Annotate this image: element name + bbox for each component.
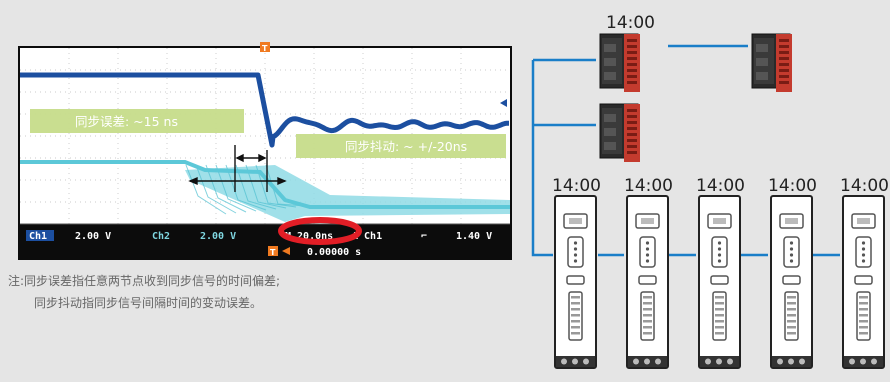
- network-topology: 14:00 14:00 14:00 14:00 14:00 14:00: [531, 13, 889, 369]
- servo-drives: 14:00 14:00 14:00 14:00 14:00: [552, 176, 889, 369]
- servo-drive: 14:00: [552, 176, 601, 369]
- ch1-scale: 2.00 V: [75, 231, 111, 242]
- ch2-trace: [20, 160, 510, 209]
- note-line-1: 注:同步误差指任意两节点收到同步信号的时间偏差;: [8, 274, 281, 288]
- sync-error-box: [30, 109, 244, 133]
- sync-jitter-box: [296, 134, 506, 158]
- controller-unit: [599, 103, 640, 162]
- drive-time-2: 14:00: [624, 176, 673, 196]
- servo-drive: 14:00: [624, 176, 673, 369]
- svg-text:T: T: [270, 248, 276, 257]
- trigger-offset-marker: T: [268, 246, 290, 257]
- trigger-level-marker: [500, 99, 507, 107]
- controller-time: 14:00: [606, 13, 655, 33]
- timebase-highlight-ring: [278, 217, 362, 245]
- svg-text:T: T: [262, 44, 268, 53]
- trigger-slope-icon: ⌐: [421, 231, 427, 242]
- servo-drive: 14:00: [840, 176, 889, 369]
- drive-time-4: 14:00: [768, 176, 817, 196]
- ch2-label: Ch2: [152, 231, 170, 242]
- servo-drive: 14:00: [768, 176, 817, 369]
- trigger-offset: 0.00000 s: [307, 247, 361, 258]
- network-links: [531, 44, 840, 257]
- controller-unit: [751, 33, 792, 92]
- servo-drive: 14:00: [696, 176, 745, 369]
- sync-jitter-label: 同步抖动: ~ +/-20ns: [345, 139, 467, 154]
- drive-time-1: 14:00: [552, 176, 601, 196]
- ch1-trace: [20, 72, 510, 148]
- timebase-readout: M 20.0ns: [285, 231, 333, 242]
- sync-error-label: 同步误差: ~15 ns: [75, 114, 178, 129]
- measurement-markers: [188, 145, 287, 192]
- note-line-2: 同步抖动指同步信号间隔时间的变动误差。: [34, 296, 263, 310]
- oscilloscope-screenshot: 同步误差: ~15 ns 同步抖动: ~ +/-20ns T Ch1 2.00 …: [18, 42, 512, 260]
- ch1-label: Ch1: [29, 231, 47, 242]
- trigger-marker-top: T: [260, 42, 270, 53]
- ch2-scale: 2.00 V: [200, 231, 236, 242]
- trigger-level: 1.40 V: [456, 231, 492, 242]
- trigger-source: A Ch1: [352, 231, 382, 242]
- controller-unit: [599, 33, 640, 92]
- drive-time-3: 14:00: [696, 176, 745, 196]
- drive-time-5: 14:00: [840, 176, 889, 196]
- controllers: [599, 33, 792, 162]
- ch1-badge: [26, 230, 54, 241]
